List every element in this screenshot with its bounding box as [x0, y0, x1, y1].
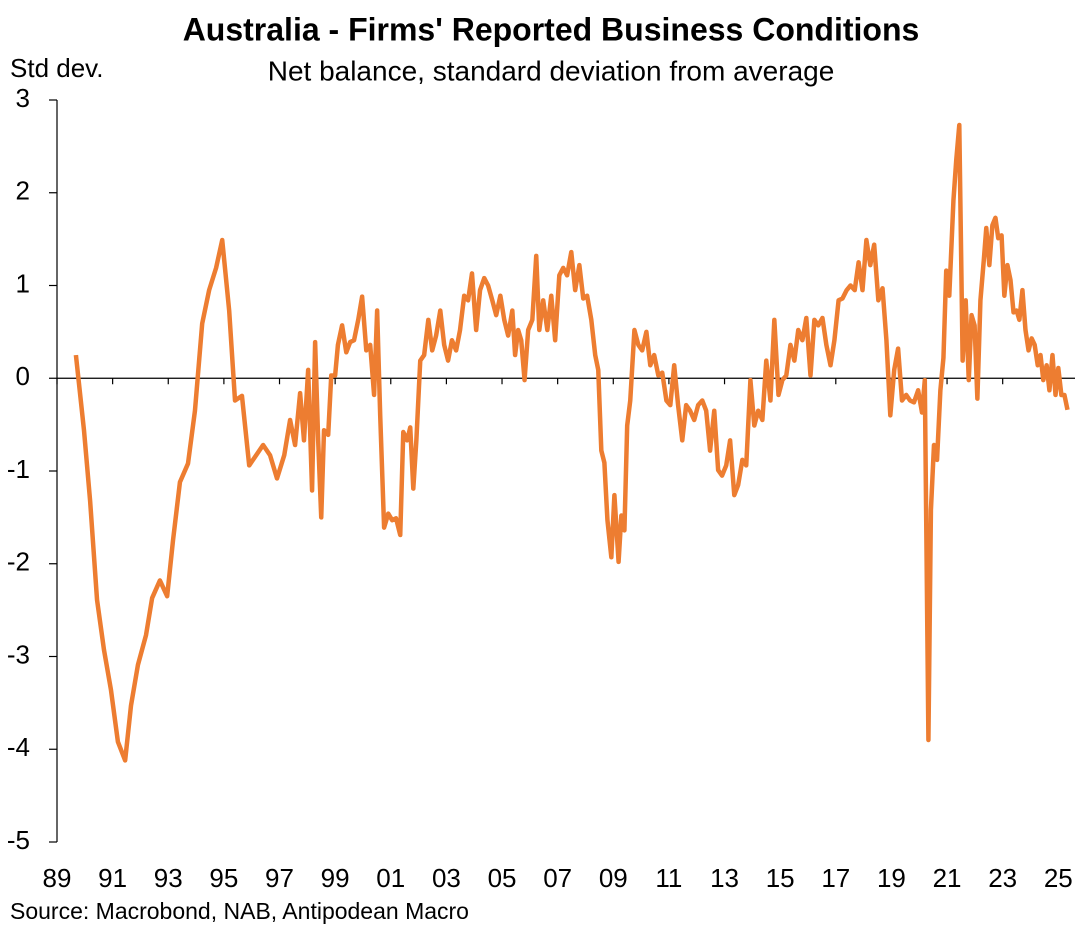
x-tick-label: 01 — [376, 863, 405, 893]
x-tick-label: 17 — [821, 863, 850, 893]
x-tick-label: 19 — [877, 863, 906, 893]
x-tick-label: 97 — [265, 863, 294, 893]
x-tick-label: 25 — [1044, 863, 1073, 893]
y-tick-label: -2 — [7, 547, 30, 577]
chart-subtitle: Net balance, standard deviation from ave… — [268, 55, 835, 86]
y-tick-label: 2 — [16, 176, 30, 206]
x-tick-label: 21 — [933, 863, 962, 893]
y-tick-label: -4 — [7, 732, 30, 762]
x-tick-label: 11 — [655, 863, 682, 893]
y-axis-label: Std dev. — [10, 53, 103, 83]
x-tick-label: 07 — [543, 863, 572, 893]
x-tick-label: 95 — [209, 863, 238, 893]
x-tick-label: 23 — [988, 863, 1017, 893]
x-tick-label: 99 — [321, 863, 350, 893]
y-tick-label: 0 — [16, 361, 30, 391]
x-tick-label: 91 — [98, 863, 127, 893]
chart-title: Australia - Firms' Reported Business Con… — [183, 11, 920, 47]
y-tick-label: 3 — [16, 83, 30, 113]
x-tick-label: 03 — [432, 863, 461, 893]
x-tick-label: 89 — [43, 863, 72, 893]
y-tick-label: -3 — [7, 639, 30, 669]
y-tick-label: -5 — [7, 825, 30, 855]
y-tick-label: 1 — [16, 268, 30, 298]
source-note: Source: Macrobond, NAB, Antipodean Macro — [10, 898, 469, 924]
x-tick-label: 13 — [710, 863, 739, 893]
data-line — [73, 122, 1070, 763]
x-tick-label: 15 — [766, 863, 795, 893]
y-tick-label: -1 — [7, 454, 30, 484]
x-tick-label: 05 — [488, 863, 517, 893]
x-tick-label: 93 — [154, 863, 183, 893]
x-tick-label: 09 — [599, 863, 628, 893]
